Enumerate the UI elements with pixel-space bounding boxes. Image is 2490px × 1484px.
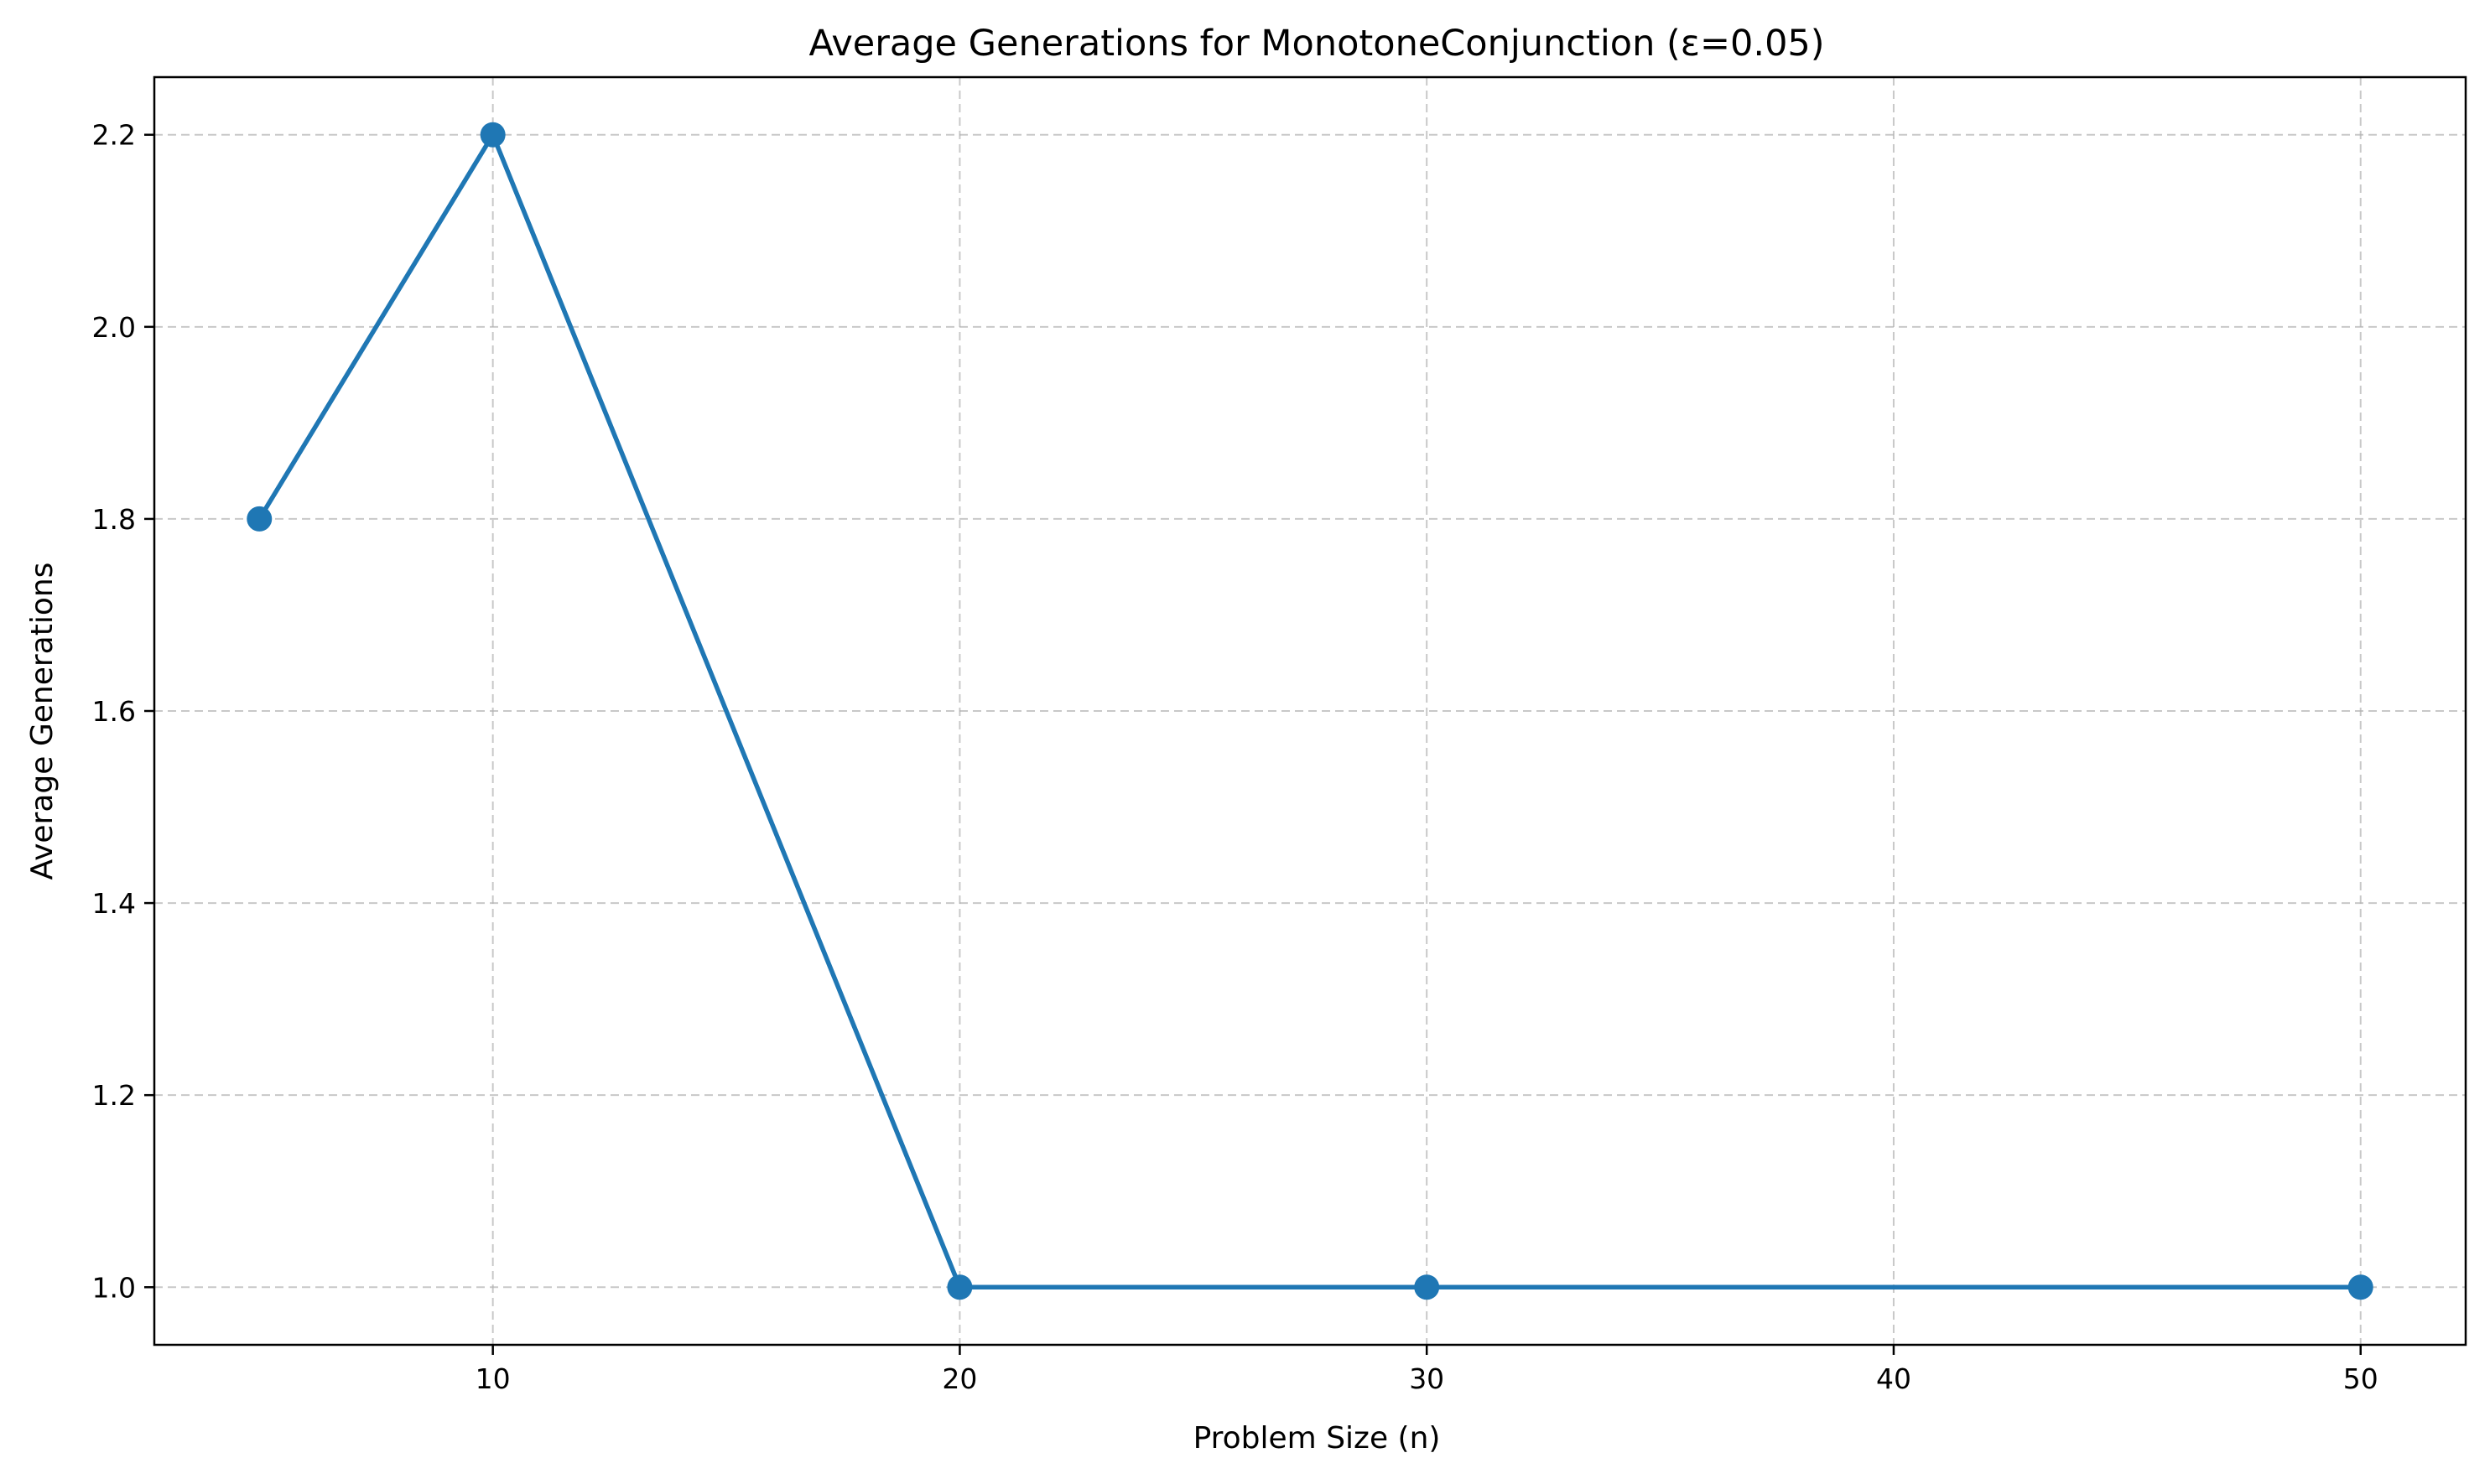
axes-layer: 10 20 30 40 50 1.0 1.2 1.4 1.6 1.8 2.0 2.2 xyxy=(92,75,2467,1395)
y-tick-label: 2.2 xyxy=(92,119,136,152)
y-axis-title: Average Generations xyxy=(25,563,60,880)
data-point xyxy=(2347,1274,2373,1300)
y-tick-label: 2.0 xyxy=(92,311,136,344)
chart-title: Average Generations for MonotoneConjunct… xyxy=(808,23,1824,65)
x-axis-title: Problem Size (n) xyxy=(1193,1421,1441,1455)
series-layer xyxy=(247,122,2373,1300)
x-tick-label: 40 xyxy=(1876,1362,1911,1395)
data-point xyxy=(947,1274,973,1300)
y-tick-label: 1.0 xyxy=(92,1271,136,1304)
y-tick-label: 1.6 xyxy=(92,695,136,728)
data-point xyxy=(247,506,273,532)
data-point xyxy=(480,122,506,148)
y-tick-label: 1.4 xyxy=(92,887,136,920)
x-tick-label: 30 xyxy=(1409,1362,1444,1395)
x-tick-label: 10 xyxy=(476,1362,511,1395)
y-tick-label: 1.2 xyxy=(92,1079,136,1112)
y-tick-label: 1.8 xyxy=(92,503,136,536)
x-tick-label: 50 xyxy=(2343,1362,2378,1395)
data-point xyxy=(1414,1274,1440,1300)
x-tick-label: 20 xyxy=(942,1362,977,1395)
